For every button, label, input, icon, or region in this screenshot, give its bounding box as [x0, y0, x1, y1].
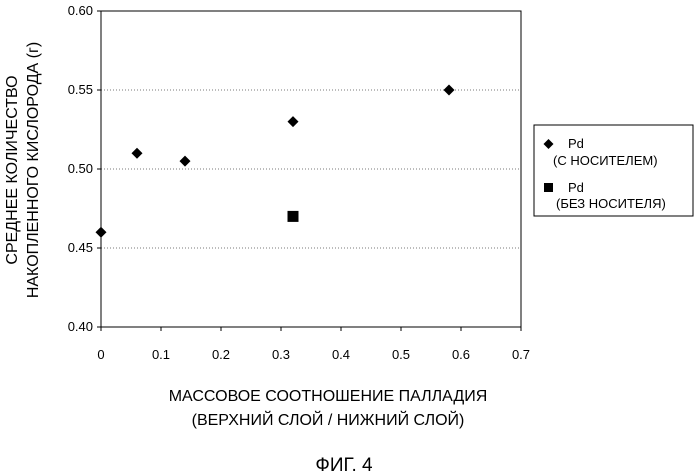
x-tick-label: 0.2 [212, 347, 230, 362]
x-tick-label: 0.4 [332, 347, 350, 362]
x-axis-title-line-1: МАССОВОЕ СООТНОШЕНИЕ ПАЛЛАДИЯ [169, 388, 488, 405]
legend: Pd (С НОСИТЕЛЕМ) Pd (БЕЗ НОСИТЕЛЯ) [534, 125, 693, 216]
legend-series-2-subtitle: (БЕЗ НОСИТЕЛЯ) [556, 196, 666, 211]
y-axis-title-line-1: СРЕДНЕЕ КОЛИЧЕСТВО [4, 75, 21, 264]
x-tick-label: 0.1 [152, 347, 170, 362]
data-point-diamond [132, 148, 143, 159]
x-tick-label: 0.7 [512, 347, 530, 362]
grid-lines [101, 90, 521, 248]
data-point-diamond [180, 156, 191, 167]
x-tick-label: 0.5 [392, 347, 410, 362]
data-point-diamond [288, 116, 299, 127]
legend-series-2-name: Pd [568, 180, 584, 195]
x-tick-label: 0.6 [452, 347, 470, 362]
x-axis-title-line-2: (ВЕРХНИЙ СЛОЙ / НИЖНИЙ СЛОЙ) [192, 410, 465, 429]
y-axis-title-line-2: НАКОПЛЕННОГО КИСЛОРОДА (г) [25, 42, 42, 298]
data-points [96, 85, 455, 238]
data-point-diamond [444, 85, 455, 96]
y-tick-label: 0.50 [68, 161, 93, 176]
x-tick-label: 0.3 [272, 347, 290, 362]
legend-series-1-name: Pd [568, 136, 584, 151]
x-tick-label: 0 [97, 347, 104, 362]
legend-series-1-subtitle: (С НОСИТЕЛЕМ) [553, 153, 658, 168]
legend-square-marker [544, 183, 553, 192]
data-point-diamond [96, 227, 107, 238]
y-tick-label: 0.45 [68, 240, 93, 255]
axis-ticks: 0.40 0.45 0.50 0.55 0.60 0 0.1 0.2 0.3 0.4 0.5 0.6 0… [68, 3, 530, 362]
y-tick-label: 0.40 [68, 319, 93, 334]
figure-caption: ФИГ. 4 [315, 455, 373, 476]
data-point-square [288, 211, 299, 222]
y-tick-label: 0.55 [68, 82, 93, 97]
y-tick-label: 0.60 [68, 3, 93, 18]
